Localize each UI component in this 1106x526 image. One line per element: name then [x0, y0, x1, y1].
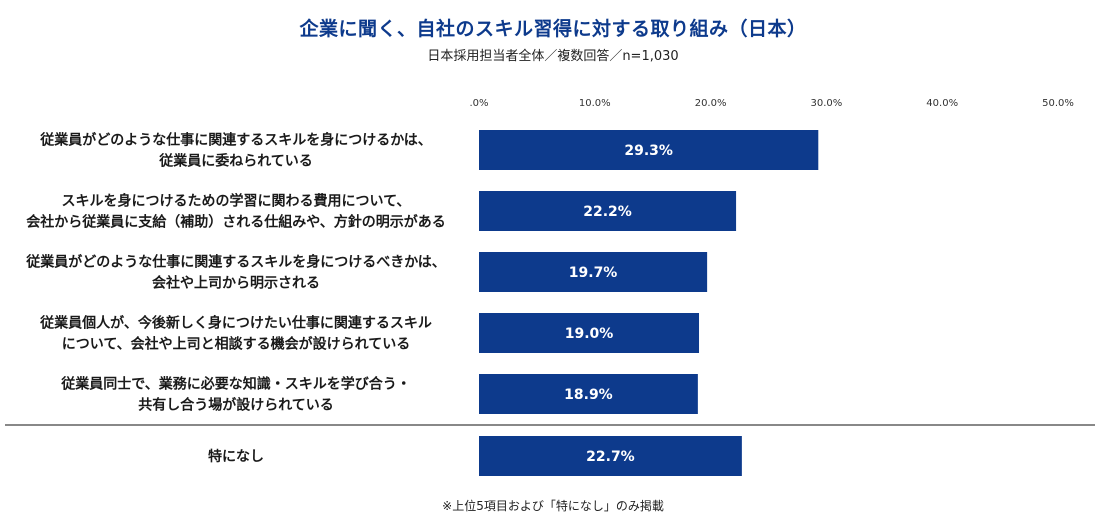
x-tick-label: 30.0%	[811, 98, 843, 109]
x-tick-label: 20.0%	[695, 98, 727, 109]
bar	[479, 436, 742, 476]
bar-value-label: 19.0%	[565, 326, 614, 342]
category-label-line: 共有し合う場が設けられている	[138, 397, 334, 414]
bar	[479, 130, 819, 170]
x-tick-label: 40.0%	[926, 98, 958, 109]
bar	[479, 252, 708, 292]
bar	[479, 313, 700, 353]
x-tick-label: .0%	[469, 98, 488, 109]
chart-subtitle: 日本採用担当者全体／複数回答／n=1,030	[427, 49, 679, 64]
category-label: 従業員がどのような仕事に関連するスキルを身につけるかは、従業員に委ねられている	[39, 132, 431, 170]
category-label-line: 従業員に委ねられている	[158, 153, 313, 170]
category-label-line: 会社や上司から明示される	[152, 275, 320, 292]
bar	[479, 374, 698, 414]
bar-value-label: 22.2%	[583, 204, 632, 220]
category-label-line: 従業員がどのような仕事に関連するスキルを身につけるかは、	[39, 132, 431, 149]
category-label-line: スキルを身につけるための学習に関わる費用について、	[62, 193, 411, 210]
bar-value-label: 18.9%	[564, 387, 613, 403]
category-label-line: 会社から従業員に支給（補助）される仕組みや、方針の明示がある	[26, 214, 446, 231]
bar	[479, 191, 737, 231]
category-label-line: 従業員同士で、業務に必要な知識・スキルを学び合う・	[60, 376, 410, 393]
category-label-line: 従業員個人が、今後新しく身につけたい仕事に関連するスキル	[39, 315, 432, 332]
bar-value-label: 19.7%	[569, 265, 618, 281]
category-label-line: 従業員がどのような仕事に関連するスキルを身につけるべきかは、	[25, 254, 445, 271]
category-label-line: について、会社や上司と相談する機会が設けられている	[62, 336, 410, 353]
bar-value-label: 29.3%	[624, 143, 673, 159]
category-label: 従業員がどのような仕事に関連するスキルを身につけるべきかは、会社や上司から明示さ…	[25, 254, 445, 292]
footnote: ※上位5項目および「特になし」のみ掲載	[442, 499, 664, 513]
bar-value-label: 22.7%	[586, 449, 635, 465]
x-tick-label: 10.0%	[579, 98, 611, 109]
x-tick-label: 50.0%	[1042, 98, 1074, 109]
category-label: 特になし	[208, 448, 264, 465]
category-label: スキルを身につけるための学習に関わる費用について、会社から従業員に支給（補助）さ…	[26, 193, 446, 231]
category-label-line: 特になし	[208, 448, 264, 465]
category-label: 従業員同士で、業務に必要な知識・スキルを学び合う・共有し合う場が設けられている	[60, 376, 410, 414]
chart-title: 企業に聞く、自社のスキル習得に対する取り組み（日本）	[299, 18, 807, 40]
category-label: 従業員個人が、今後新しく身につけたい仕事に関連するスキルについて、会社や上司と相…	[39, 315, 432, 353]
